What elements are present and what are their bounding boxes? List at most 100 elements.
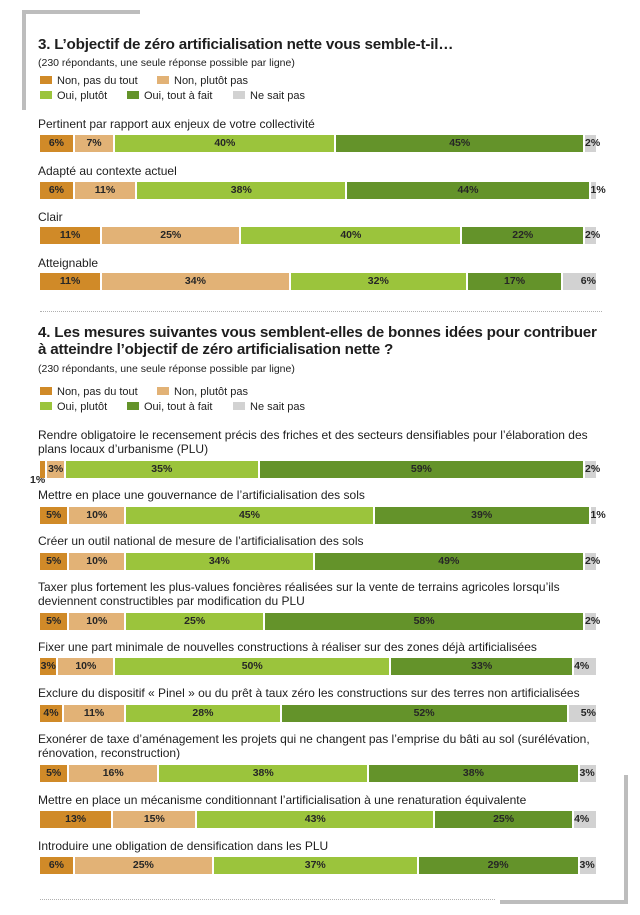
bar-segment-non-plutot-pas: 25%	[74, 857, 212, 874]
bar-segment-oui-plutot: 37%	[213, 857, 417, 874]
bar-segment-oui-plutot: 32%	[290, 273, 466, 290]
frame-corner-bottom-v	[624, 775, 628, 904]
legend-swatch	[233, 402, 245, 411]
bar-segment-oui-tout-a-fait: 59%	[259, 461, 584, 478]
bar-segment-non-pas-du-tout: 11%	[40, 227, 101, 244]
bar-segment-ne-sait-pas: 2%	[585, 461, 600, 478]
chart-subtitle: (230 répondants, une seule réponse possi…	[38, 363, 295, 375]
bar-segment-oui-plutot: 34%	[126, 553, 313, 570]
legend-swatch	[127, 402, 139, 411]
bar-segment-oui-plutot: 38%	[137, 182, 346, 199]
bar-segment-non-plutot-pas: 10%	[58, 658, 114, 675]
legend-swatch	[127, 91, 139, 100]
bar-segment-ne-sait-pas: 1%	[590, 182, 606, 199]
bar-segment-oui-tout-a-fait: 25%	[435, 811, 573, 828]
stacked-bar: 6% 25% 37% 29% 3%	[40, 857, 596, 874]
bar-segment-non-pas-du-tout: 3%	[40, 658, 57, 675]
row-label: Mettre en place une gouvernance de l’art…	[38, 488, 365, 502]
stacked-bar: 11% 34% 32% 17% 6%	[40, 273, 596, 290]
chart-title: 3. L’objectif de zéro artificialisation …	[38, 36, 454, 53]
row-label: Taxer plus fortement les plus-values fon…	[38, 580, 560, 608]
stacked-bar: 6% 11% 38% 44% 1%	[40, 182, 606, 199]
bar-segment-ne-sait-pas: 4%	[574, 811, 596, 828]
legend-item-oui-plutot: Oui, plutôt	[40, 90, 107, 102]
bar-segment-oui-tout-a-fait: 38%	[369, 765, 578, 782]
row-label: Clair	[38, 210, 63, 224]
bar-segment-non-pas-du-tout	[40, 461, 46, 478]
legend-item-non-pas-du-tout: Non, pas du tout	[40, 75, 138, 87]
legend-item-oui-tout-a-fait: Oui, tout à fait	[127, 90, 212, 102]
bar-segment-oui-tout-a-fait: 39%	[374, 507, 589, 524]
legend-label: Non, pas du tout	[57, 386, 138, 398]
legend-item-oui-plutot: Oui, plutôt	[40, 401, 107, 413]
legend-label: Non, pas du tout	[57, 75, 138, 87]
bar-segment-non-pas-du-tout: 6%	[40, 857, 73, 874]
legend-label: Oui, plutôt	[57, 90, 108, 102]
bottom-divider	[40, 899, 495, 900]
bar-segment-non-plutot-pas: 16%	[69, 765, 158, 782]
stacked-bar: 13% 15% 43% 25% 4%	[40, 811, 596, 828]
bar-segment-ne-sait-pas: 4%	[574, 658, 596, 675]
bar-segment-ne-sait-pas: 3%	[579, 857, 596, 874]
stacked-bar: 11% 25% 40% 22% 2%	[40, 227, 600, 244]
legend-label: Non, plutôt pas	[174, 75, 248, 87]
row-label: Adapté au contexte actuel	[38, 164, 177, 178]
bar-segment-non-plutot-pas: 11%	[63, 705, 125, 722]
bar-segment-non-pas-du-tout: 6%	[40, 182, 73, 199]
bar-segment-ne-sait-pas: 3%	[579, 765, 596, 782]
legend-label: Ne sait pas	[250, 401, 306, 413]
legend-item-non-plutot-pas: Non, plutôt pas	[157, 75, 248, 87]
bar-segment-non-plutot-pas: 25%	[102, 227, 240, 244]
bar-segment-non-plutot-pas: 7%	[74, 135, 114, 152]
row-label: Exonérer de taxe d’aménagement les proje…	[38, 732, 590, 760]
bar-segment-non-plutot-pas: 34%	[102, 273, 289, 290]
legend-item-ne-sait-pas: Ne sait pas	[233, 401, 305, 413]
bar-segment-oui-plutot: 40%	[115, 135, 335, 152]
legend-swatch	[157, 76, 169, 85]
bar-segment-oui-tout-a-fait: 17%	[467, 273, 562, 290]
bar-segment-oui-tout-a-fait: 52%	[281, 705, 567, 722]
row-label: Atteignable	[38, 256, 99, 270]
row-label: Créer un outil national de mesure de l’a…	[38, 534, 364, 548]
legend-label: Oui, tout à fait	[144, 401, 213, 413]
legend-item-non-pas-du-tout: Non, pas du tout	[40, 386, 138, 398]
row-label: Introduire une obligation de densificati…	[38, 839, 329, 853]
bar-segment-oui-tout-a-fait: 58%	[265, 613, 584, 630]
bar-segment-ne-sait-pas: 6%	[563, 273, 596, 290]
stacked-bar: 5% 16% 38% 38% 3%	[40, 765, 596, 782]
bar-segment-oui-plutot: 40%	[241, 227, 461, 244]
bar-segment-non-pas-du-tout: 11%	[40, 273, 101, 290]
stacked-bar: 3% 35% 59% 2%	[40, 461, 600, 478]
row-label: Rendre obligatoire le recensement précis…	[38, 428, 588, 456]
bar-segment-oui-tout-a-fait: 44%	[347, 182, 589, 199]
legend-item-oui-tout-a-fait: Oui, tout à fait	[127, 401, 212, 413]
legend-label: Oui, plutôt	[57, 401, 108, 413]
legend-swatch	[40, 402, 52, 411]
bar-segment-non-pas-du-tout: 5%	[40, 507, 68, 524]
bar-segment-non-plutot-pas: 3%	[47, 461, 64, 478]
bar-segment-ne-sait-pas: 2%	[585, 227, 600, 244]
stacked-bar: 4% 11% 28% 52% 5%	[40, 705, 596, 722]
row-label: Mettre en place un mécanisme conditionna…	[38, 793, 527, 807]
stacked-bar: 5% 10% 45% 39% 1%	[40, 507, 606, 524]
chart-subtitle: (230 répondants, une seule réponse possi…	[38, 57, 295, 69]
bar-segment-oui-plutot: 43%	[197, 811, 434, 828]
row-label: Fixer une part minimale de nouvelles con…	[38, 640, 537, 654]
bar-segment-oui-plutot: 28%	[126, 705, 280, 722]
section-divider	[40, 311, 602, 312]
chart-title: 4. Les mesures suivantes vous semblent-e…	[38, 324, 597, 358]
bar-segment-non-pas-du-tout: 5%	[40, 613, 68, 630]
bar-segment-non-pas-du-tout: 6%	[40, 135, 73, 152]
legend-label: Ne sait pas	[250, 90, 306, 102]
legend-swatch	[40, 76, 52, 85]
bar-segment-oui-tout-a-fait: 29%	[418, 857, 578, 874]
bar-segment-oui-plutot: 45%	[126, 507, 373, 524]
frame-corner-top-h	[22, 10, 140, 14]
bar-segment-non-plutot-pas: 15%	[113, 811, 196, 828]
bar-segment-oui-tout-a-fait: 22%	[462, 227, 584, 244]
legend-swatch	[233, 91, 245, 100]
bar-segment-oui-plutot: 35%	[65, 461, 258, 478]
bar-segment-oui-plutot: 25%	[126, 613, 264, 630]
bar-segment-non-plutot-pas: 10%	[69, 613, 125, 630]
row-label: Exclure du dispositif « Pinel » ou du pr…	[38, 686, 580, 700]
